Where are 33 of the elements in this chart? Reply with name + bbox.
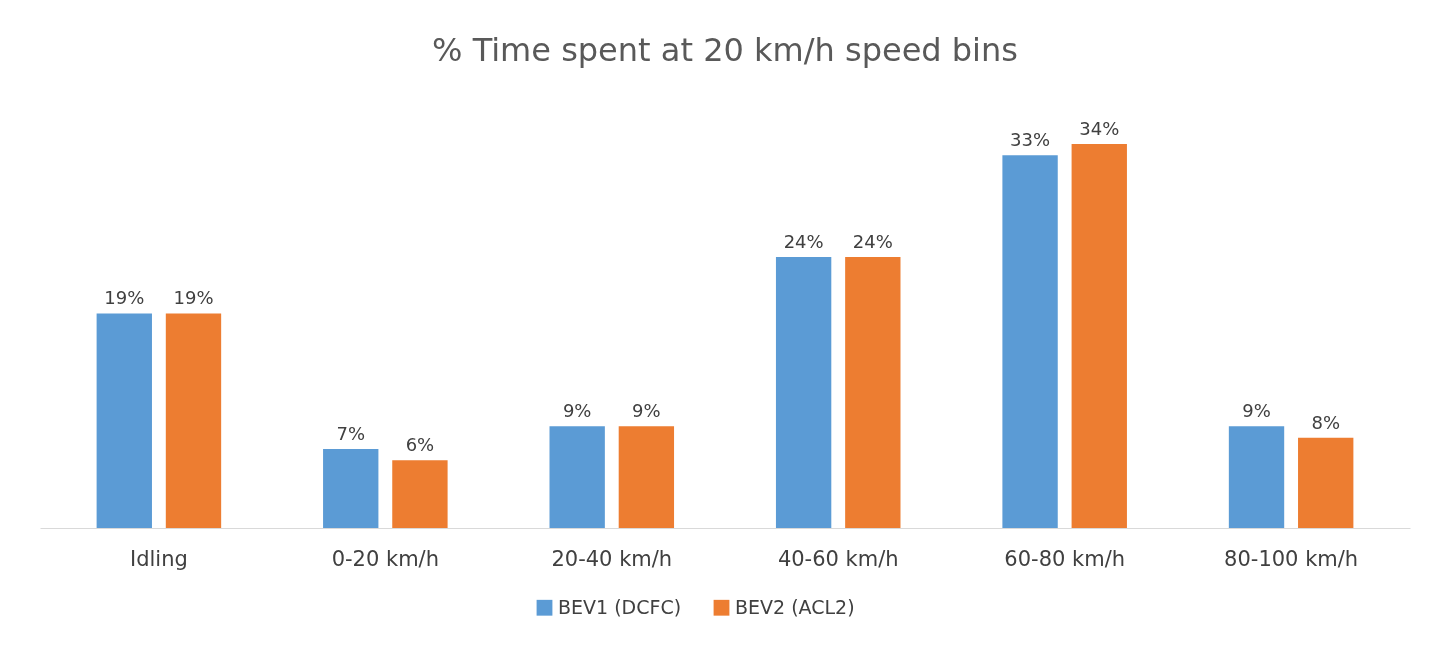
bar [618,426,675,528]
bar [323,448,379,528]
legend-label: BEV1 (DCFC) [558,595,682,618]
x-tick-label: Idling [129,546,188,571]
data-label: 9% [562,400,592,422]
data-label: 7% [336,422,366,444]
x-tick-label: 0-20 km/h [331,546,439,571]
bar [845,256,901,528]
data-label: 9% [1242,400,1271,422]
x-tick-label: 20-40 km/h [551,546,673,571]
bar [165,313,222,528]
data-label: 24% [852,230,893,252]
x-tick-label: 40-60 km/h [777,546,899,571]
x-tick-label: 80-100 km/h [1224,546,1359,571]
bar [392,460,448,528]
data-label: 6% [405,434,435,456]
bar [1071,144,1127,528]
data-label: 34% [1079,118,1120,140]
bar [1298,437,1354,528]
chart-title: % Time spent at 20 km/h speed bins [432,31,1018,69]
data-label: 33% [1010,129,1051,151]
bar [96,313,152,528]
data-label: 24% [783,230,824,252]
bar [1228,426,1285,528]
data-label: 19% [104,287,145,309]
x-tick-label: 60-80 km/h [1004,546,1126,571]
data-label: 8% [1311,411,1340,433]
data-label: 19% [173,287,214,309]
legend-label: BEV2 (ACL2) [735,595,855,618]
data-label: 9% [632,400,661,422]
bar [1002,155,1058,528]
bar [775,256,832,528]
bar [549,426,605,528]
